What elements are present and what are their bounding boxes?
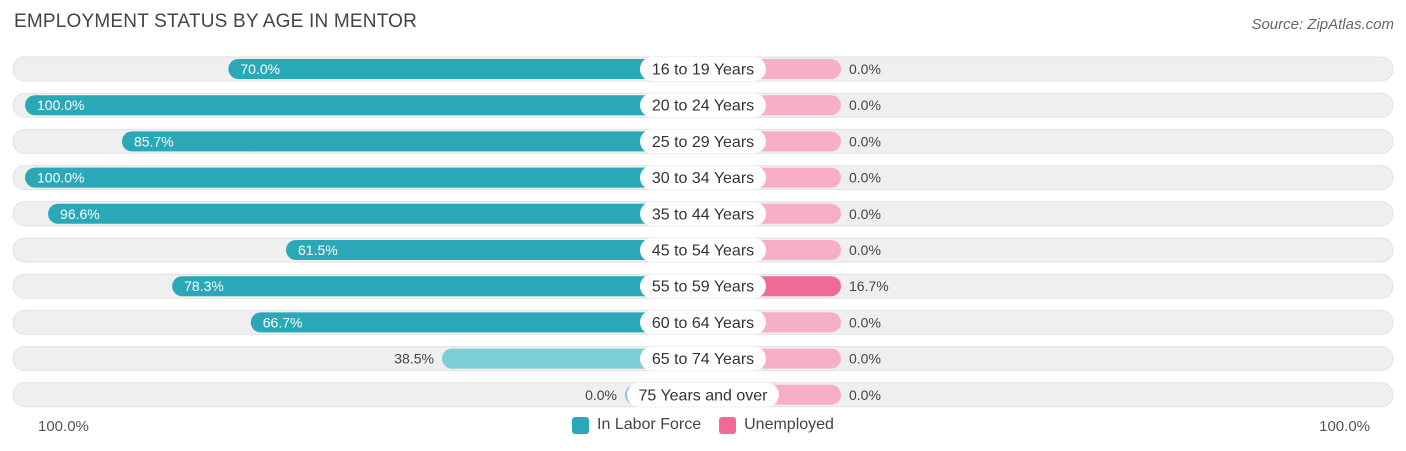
bar-labor-force: [25, 167, 703, 188]
category-pill: [640, 165, 766, 190]
value-label-labor-force: 100.0%: [37, 97, 84, 113]
category-label: 75 Years and over: [639, 387, 769, 404]
value-label-labor-force: 85.7%: [134, 133, 174, 149]
legend-item-unemployed: Unemployed: [719, 416, 834, 434]
value-label-unemployed: 0.0%: [849, 387, 881, 403]
category-pill: [640, 346, 766, 371]
bar-labor-force: [441, 348, 703, 369]
value-label-labor-force: 70.0%: [240, 61, 280, 77]
category-label: 16 to 19 Years: [652, 62, 754, 79]
category-pill: [640, 201, 766, 226]
source-credit: Source: ZipAtlas.com: [1251, 16, 1394, 33]
category-label: 65 to 74 Years: [652, 351, 754, 368]
category-pill: [640, 57, 766, 81]
category-label: 25 to 29 Years: [652, 134, 754, 151]
category-label: 60 to 64 Years: [652, 315, 754, 332]
value-label-unemployed: 0.0%: [849, 61, 881, 77]
value-label-labor-force: 78.3%: [184, 278, 224, 294]
category-pill: [640, 93, 766, 118]
category-pill: [640, 238, 766, 262]
value-label-labor-force: 96.6%: [60, 206, 100, 222]
value-label-unemployed: 16.7%: [849, 278, 889, 294]
value-label-labor-force: 38.5%: [394, 351, 434, 367]
value-label-unemployed: 0.0%: [849, 314, 881, 330]
value-label-unemployed: 0.0%: [849, 170, 881, 186]
category-label: 55 to 59 Years: [652, 279, 754, 296]
value-label-labor-force: 61.5%: [298, 242, 338, 258]
value-label-labor-force: 0.0%: [585, 387, 617, 403]
category-label: 30 to 34 Years: [652, 170, 754, 187]
category-pill: [640, 274, 766, 299]
legend: In Labor Force Unemployed: [0, 416, 1406, 434]
category-pill: [627, 382, 779, 407]
bar-labor-force: [172, 276, 704, 297]
axis-left-label: 100.0%: [38, 418, 89, 435]
legend-swatch-labor: [572, 416, 590, 434]
category-label: 20 to 24 Years: [652, 98, 754, 115]
value-label-unemployed: 0.0%: [849, 133, 881, 149]
chart-title: EMPLOYMENT STATUS BY AGE IN MENTOR: [14, 11, 418, 32]
value-label-unemployed: 0.0%: [849, 242, 881, 258]
bar-labor-force: [121, 131, 704, 152]
legend-label-labor: In Labor Force: [597, 416, 702, 433]
legend-swatch-unemployed: [719, 416, 737, 434]
bar-labor-force: [25, 95, 703, 116]
value-label-unemployed: 0.0%: [849, 97, 881, 113]
bar-labor-force: [228, 59, 703, 79]
value-label-unemployed: 0.0%: [849, 351, 881, 367]
legend-item-labor: In Labor Force: [572, 416, 701, 434]
axis-right-label: 100.0%: [1319, 418, 1370, 435]
category-pill: [640, 129, 766, 154]
value-label-labor-force: 100.0%: [37, 170, 84, 186]
category-label: 35 to 44 Years: [652, 206, 754, 223]
value-label-labor-force: 66.7%: [263, 314, 303, 330]
chart-canvas: 16 to 19 Years 70.0% 0.0% 20 to 24 Years 100…: [12, 56, 1394, 408]
value-label-unemployed: 0.0%: [849, 206, 881, 222]
legend-label-unemployed: Unemployed: [744, 416, 834, 433]
category-pill: [640, 310, 766, 335]
bar-labor-force: [286, 240, 703, 260]
bar-labor-force: [250, 312, 704, 333]
category-label: 45 to 54 Years: [652, 243, 754, 260]
bar-labor-force: [48, 203, 703, 224]
